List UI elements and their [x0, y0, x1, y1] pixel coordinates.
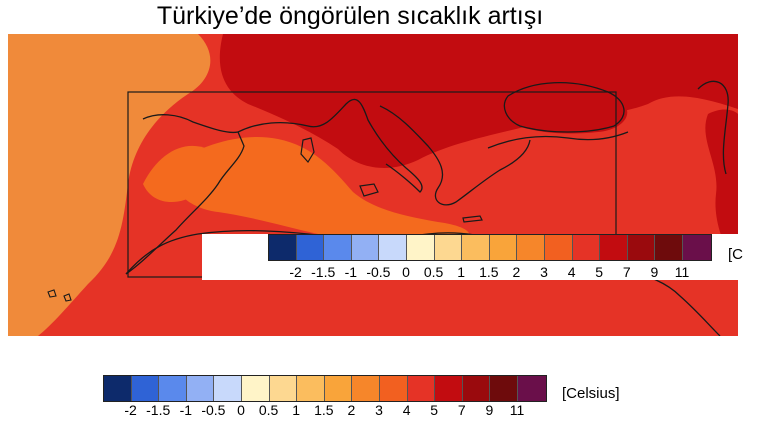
- colorbar-tick-label: 11: [509, 402, 525, 418]
- atlantic-ocean-region: [8, 34, 211, 336]
- colorbar-tick-label: 2: [347, 402, 356, 418]
- coastline-black-sea: [503, 81, 625, 133]
- colorbar-swatch: [159, 376, 187, 401]
- map-title: Türkiye’de öngörülen sıcaklık artışı: [156, 2, 544, 30]
- colorbar-tick-label: 2: [512, 264, 521, 280]
- colorbar-tick-label: -1: [344, 264, 358, 280]
- colorbar-tick-label: 4: [402, 402, 411, 418]
- colorbar-swatch: [489, 235, 518, 260]
- colorbar-swatch: [490, 376, 518, 401]
- colorbar-swatch: [297, 376, 325, 401]
- coastline-turkey: [487, 131, 629, 149]
- island-crete: [462, 215, 483, 223]
- colorbar-tick-label: 0.5: [423, 264, 444, 280]
- colorbar-swatch: [572, 235, 601, 260]
- colorbar-swatch: [104, 376, 132, 401]
- colorbar-swatch: [517, 235, 545, 260]
- colorbar-swatch: [435, 376, 463, 401]
- colorbar-swatch: [406, 235, 435, 260]
- colorbar-swatch: [214, 376, 242, 401]
- colorbar-tick-label: 9: [650, 264, 659, 280]
- colorbar-swatch: [186, 376, 215, 401]
- colorbar-swatch: [655, 235, 683, 260]
- colorbar-tick-label: 1.5: [479, 264, 499, 280]
- colorbar-tick-label: 0: [402, 264, 410, 280]
- colorbar-tick-label: 0.5: [258, 402, 279, 418]
- black-sea-hot: [496, 84, 628, 134]
- coastline-france-italy: [237, 98, 423, 193]
- island-sicily: [359, 183, 379, 197]
- colorbar-swatch: [269, 376, 298, 401]
- colorbar-tick-label: 1: [292, 402, 301, 418]
- islands-canary: [47, 289, 72, 302]
- colorbar-tick-label: 11: [674, 264, 690, 280]
- main-colorbar: [103, 375, 547, 402]
- colorbar-swatch: [627, 235, 656, 260]
- colorbar-swatch: [131, 376, 160, 401]
- colorbar-swatch: [379, 235, 407, 260]
- mediterranean-sea-warm: [172, 136, 470, 250]
- colorbar-tick-label: 1.5: [314, 402, 334, 418]
- temperature-map: [8, 34, 738, 336]
- colorbar-swatch: [352, 376, 380, 401]
- colorbar-tick-label: 4: [567, 264, 576, 280]
- iberia-interior-warm: [143, 145, 216, 203]
- colorbar-swatch: [324, 376, 353, 401]
- colorbar-tick-label: 9: [485, 402, 494, 418]
- colorbar-tick-label: 7: [622, 264, 631, 280]
- colorbar-tick-label: -1.5: [146, 402, 171, 418]
- colorbar-tick-label: -0.5: [366, 264, 391, 280]
- coastline-balkans-greece: [379, 105, 531, 206]
- colorbar-swatch: [269, 235, 297, 260]
- colorbar-swatch: [351, 235, 380, 260]
- colorbar-tick-label: -2: [289, 264, 302, 280]
- colorbar-swatch: [296, 235, 325, 260]
- east-hot-region: [705, 109, 738, 264]
- colorbar-tick-label: 3: [540, 264, 548, 280]
- colorbar-swatch: [241, 376, 270, 401]
- colorbar-tick-label: 1: [457, 264, 466, 280]
- colorbar-swatch: [600, 235, 628, 260]
- colorbar-swatch: [462, 376, 491, 401]
- colorbar-tick-label: 0: [237, 402, 245, 418]
- colorbar-tick-label: -1: [179, 402, 193, 418]
- coastline-caspian: [697, 80, 729, 175]
- colorbar-swatch: [379, 376, 408, 401]
- colorbar-tick-label: 3: [375, 402, 383, 418]
- coastline-iberia: [125, 114, 245, 275]
- colorbar-swatch: [517, 376, 546, 401]
- colorbar-swatch: [407, 376, 436, 401]
- colorbar-tick-label: 5: [595, 264, 604, 280]
- inner-colorbar: [268, 234, 712, 261]
- colorbar-tick-label: -0.5: [201, 402, 226, 418]
- colorbar-swatch: [544, 235, 573, 260]
- colorbar-tick-label: -1.5: [311, 264, 336, 280]
- colorbar-swatch: [434, 235, 463, 260]
- colorbar-swatch: [324, 235, 352, 260]
- colorbar-swatch: [462, 235, 490, 260]
- island-sardinia: [300, 137, 315, 164]
- colorbar-tick-label: -2: [124, 402, 137, 418]
- colorbar-tick-label: 5: [430, 402, 439, 418]
- inner-unit-label: [C: [728, 246, 743, 263]
- colorbar-swatch: [682, 235, 711, 260]
- colorbar-tick-label: 7: [457, 402, 466, 418]
- north-hot-region: [219, 34, 738, 168]
- inner-legend-panel: -2 -1.5 -1 -0.5 0 0.5 1 1.5 2 3 4 5 7 9 11 [C: [202, 234, 743, 280]
- legend-unit-label: [Celsius]: [562, 385, 620, 402]
